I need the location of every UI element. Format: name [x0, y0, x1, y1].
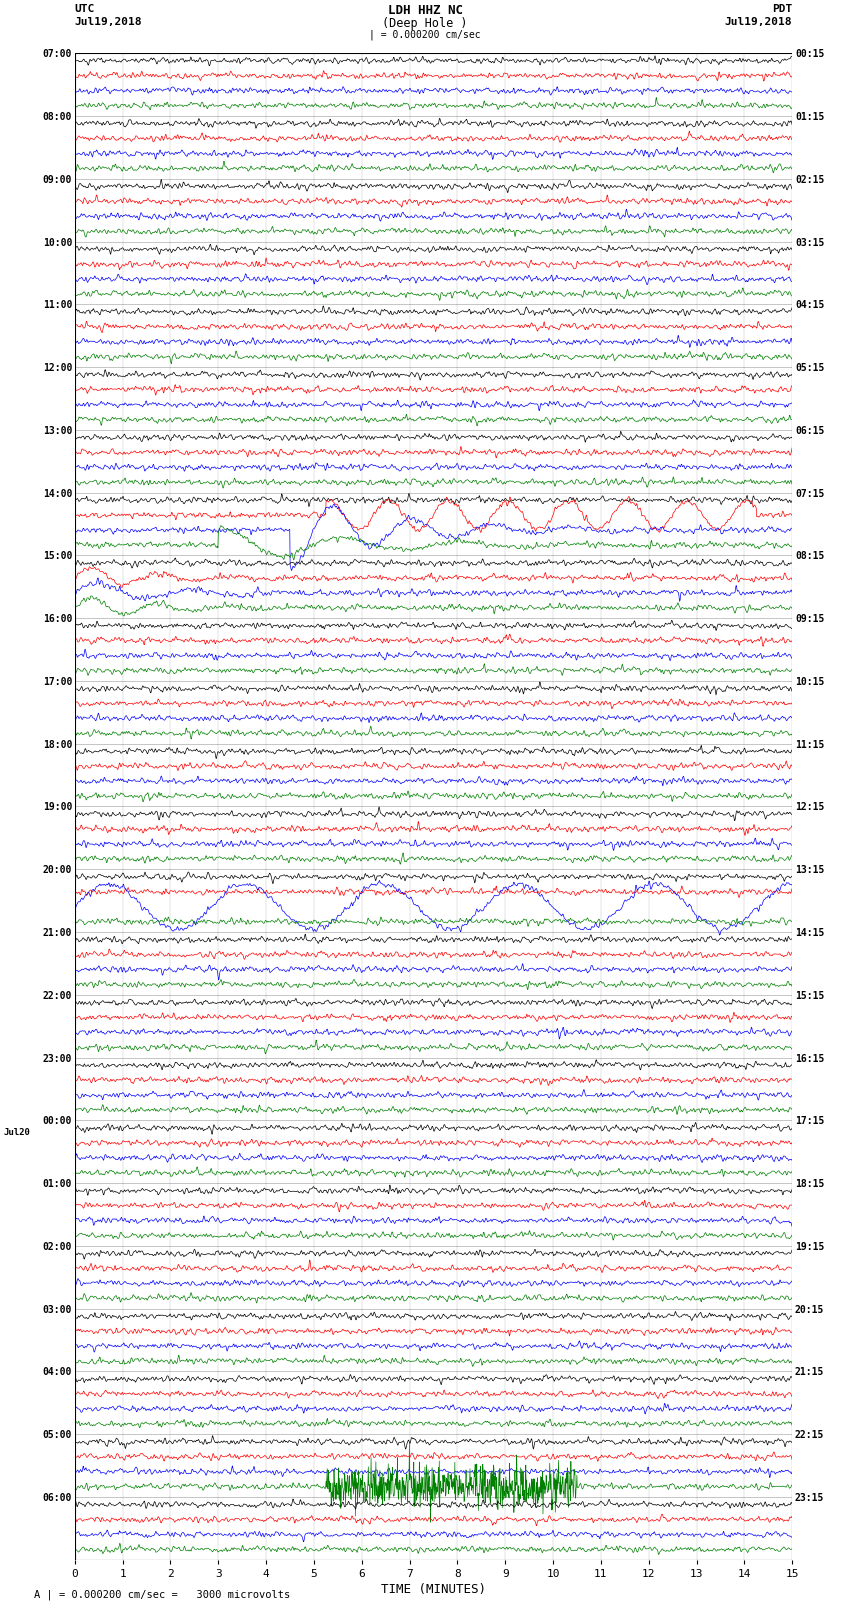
Text: | = 0.000200 cm/sec: | = 0.000200 cm/sec — [369, 31, 481, 40]
Text: LDH HHZ NC: LDH HHZ NC — [388, 5, 462, 18]
X-axis label: TIME (MINUTES): TIME (MINUTES) — [381, 1582, 486, 1595]
Text: Jul19,2018: Jul19,2018 — [725, 18, 792, 27]
Text: (Deep Hole ): (Deep Hole ) — [382, 18, 468, 31]
Text: PDT: PDT — [772, 5, 792, 15]
Text: Jul20: Jul20 — [3, 1127, 31, 1137]
Text: UTC: UTC — [75, 5, 95, 15]
Text: Jul19,2018: Jul19,2018 — [75, 18, 142, 27]
Text: A | = 0.000200 cm/sec =   3000 microvolts: A | = 0.000200 cm/sec = 3000 microvolts — [34, 1589, 290, 1600]
